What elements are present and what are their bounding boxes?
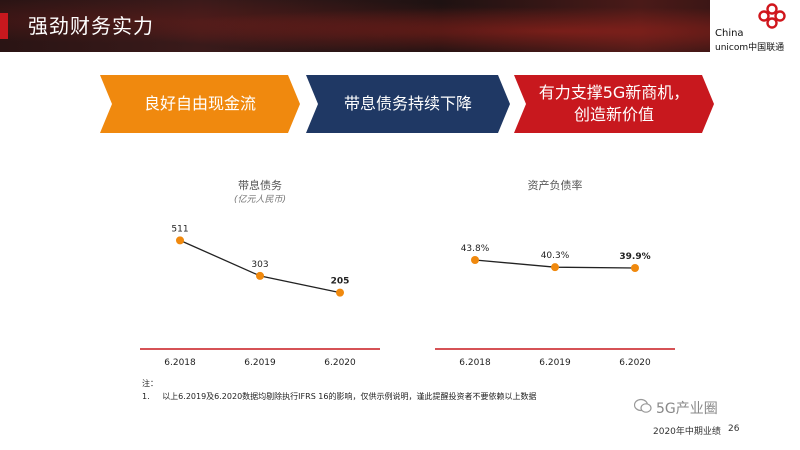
wechat-icon [634,398,652,413]
chart-2-data-label-3: 39.9% [619,252,650,262]
page-title: 强劲财务实力 [28,14,154,38]
note-number: 1. [142,392,150,401]
chart-1-point-1 [176,236,184,245]
chart-2-tick-label-3: 6.2020 [619,358,651,368]
banner-debt-decline: 带息债务持续下降 [306,75,510,133]
banner-label: 良好自由现金流 [143,94,256,113]
chart-1-title: 带息债务 [238,179,282,192]
chart-2-point-2 [551,263,559,272]
footer-page-number: 26 [728,424,740,434]
banner-arrow-shape [100,75,300,133]
note-text: 以上6.2019及6.2020数据均剔除执行IFRS 16的影响，仅供示例说明，… [162,392,537,401]
chart-1-tick-label-2: 6.2019 [244,358,276,368]
footer-report-name: 2020年中期业绩 [653,427,721,437]
chart-2-tick-label-2: 6.2019 [539,358,571,368]
title-accent [0,13,8,39]
logo-line-2: unicom中国联通 [715,43,785,53]
chart-1-point-2 [256,271,264,280]
banner-arrow-shape [514,75,714,133]
banner-label-line-2: 创造新价值 [573,105,654,124]
banner-label: 带息债务持续下降 [343,94,472,113]
logo-line-1: China [715,28,744,39]
note-item-1: 1. 以上6.2019及6.2020数据均剔除执行IFRS 16的影响，仅供示例… [142,391,537,402]
unicom-knot-icon [758,3,786,29]
chart-1-data-label-2: 303 [251,260,268,270]
china-unicom-logo: China unicom中国联通 [710,0,800,58]
chart-2-title: 资产负债率 [527,179,583,192]
chart-1-data-label-3: 205 [331,277,350,287]
chart-1-subtitle: (亿元人民币) [233,195,287,205]
chart-1-tick-label-1: 6.2018 [164,358,196,368]
header-background [0,0,800,52]
chart-1-tick-label-3: 6.2020 [324,358,356,368]
banner-label: 有力支撑5G新商机， 创造新价值 [514,75,714,133]
chart-2-data-label-2: 40.3% [541,251,570,261]
watermark-text: 5G产业圈 [656,401,718,417]
chart-2-point-1 [471,256,479,264]
banner-free-cash-flow: 良好自由现金流 [100,75,300,133]
banner-label-line-1: 有力支撑5G新商机， [538,83,690,102]
chart-1-point-3 [336,288,344,297]
header-bar: 强劲财务实力 [0,0,800,52]
banner-arrow-shape [306,75,510,133]
chart-2-point-3 [631,264,639,272]
chart-2-data-label-1: 43.8% [461,244,490,254]
chart-1-data-label-1: 511 [171,224,188,234]
banner-5g-support: 有力支撑5G新商机， 创造新价值 [514,75,714,133]
chart-2-tick-label-1: 6.2018 [459,358,491,368]
notes-heading: 注： [142,379,158,388]
